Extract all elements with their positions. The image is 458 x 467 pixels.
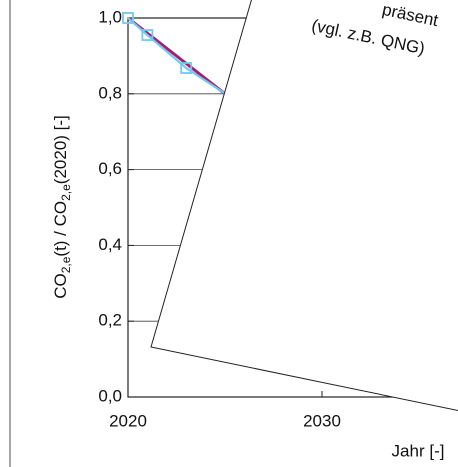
y-tick-label: 0,2 [98,311,122,330]
x-tick-label: 2030 [303,411,341,430]
note-paper [150,0,458,412]
y-label-sub: 2,e [59,184,73,201]
y-label-sub: 2,e [59,256,73,273]
y-label-part: (t) / CO [51,201,70,257]
point-marker [180,62,193,74]
y-label-part: (2020) [-] [51,115,70,184]
y-tick-label: 0,4 [98,235,122,254]
note: präsent (vgl. z.B. QNG) [150,0,458,412]
y-axis-label: CO2,e(t) / CO2,e(2020) [-] [51,115,73,299]
y-tick-label: 0,0 [98,386,122,405]
x-axis-label: Jahr [-] [392,441,445,460]
x-tick-label: 2020 [109,411,147,430]
point-marker [141,29,154,41]
y-label-part: CO [51,273,70,299]
y-tick-label: 0,8 [98,83,122,102]
series-line [127,17,251,112]
point-marker [122,12,134,24]
y-tick-label: 0,6 [98,159,122,178]
y-tick-label: 1,0 [98,7,122,26]
